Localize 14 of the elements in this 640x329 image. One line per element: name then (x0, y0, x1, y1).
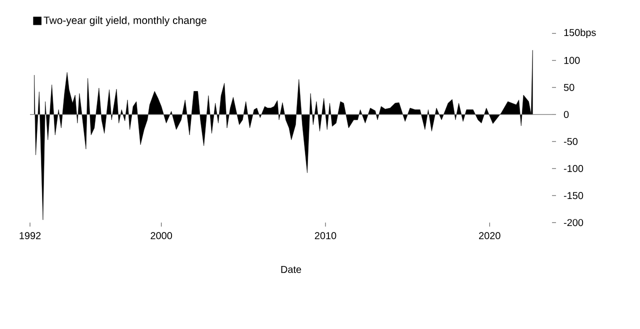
legend-label: Two-year gilt yield, monthly change (44, 16, 206, 26)
y-tick-label: -150 (564, 192, 584, 200)
y-tick-label: 50 (564, 84, 574, 91)
x-tick-label: 2020 (479, 232, 500, 240)
x-tick-label: 2010 (314, 232, 336, 240)
y-tick-label: 0 (564, 110, 569, 118)
x-tick-label: 1992 (20, 232, 41, 240)
y-tick-label: 150bps (564, 28, 596, 38)
x-tick-label: 2000 (150, 232, 172, 240)
y-tick-label: -50 (564, 138, 578, 146)
x-axis-title: Date (281, 266, 302, 273)
y-tick-label: 100 (564, 56, 580, 64)
y-tick-label: -200 (564, 219, 584, 226)
y-tick-label: -100 (564, 165, 584, 172)
